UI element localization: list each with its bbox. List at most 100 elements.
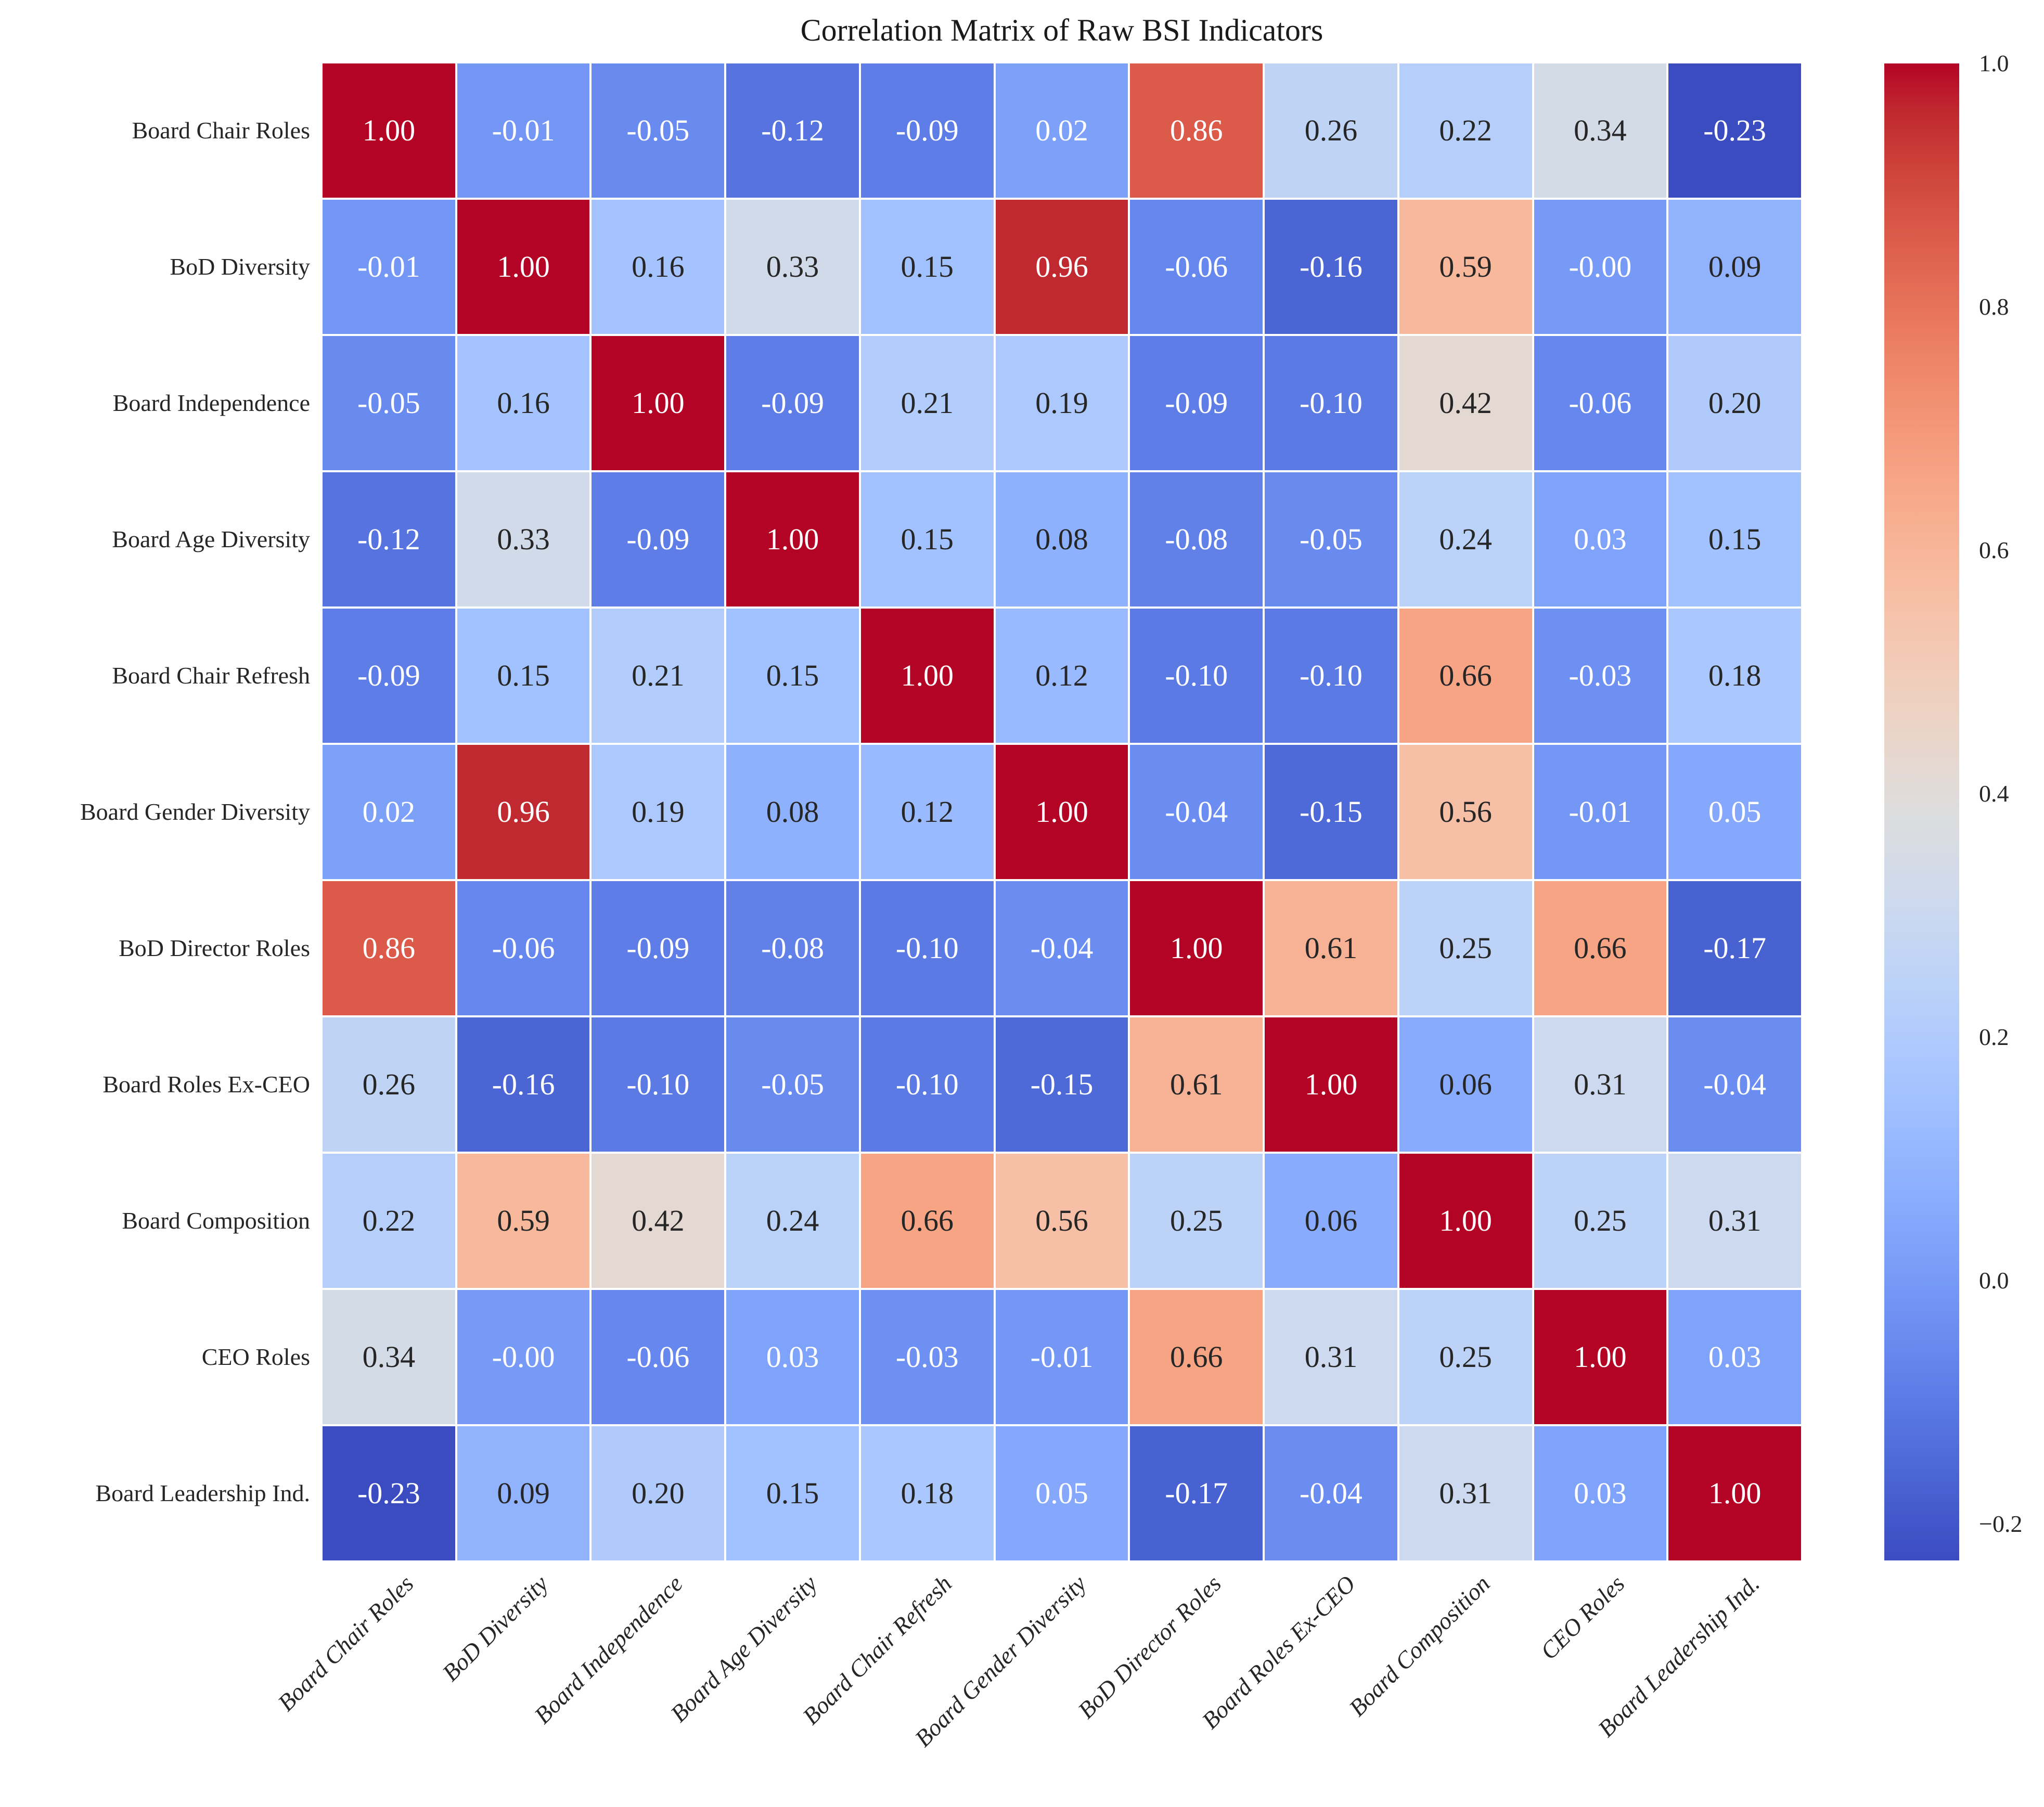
heatmap-cell: 0.42 <box>1399 336 1532 470</box>
heatmap-cell: -0.05 <box>1265 472 1397 606</box>
colorbar-tick-label: 0.2 <box>1979 1023 2009 1050</box>
heatmap-cell: -0.01 <box>995 1290 1128 1424</box>
heatmap-cell: -0.17 <box>1130 1426 1263 1560</box>
heatmap-cell: 0.18 <box>860 1426 994 1560</box>
heatmap-cell: 0.03 <box>1668 1290 1801 1424</box>
heatmap-cell: -0.09 <box>860 63 994 198</box>
heatmap-cell: 0.61 <box>1265 881 1397 1015</box>
heatmap-cell: 0.05 <box>1668 745 1801 879</box>
heatmap-cell: -0.10 <box>1265 336 1397 470</box>
heatmap-cell: 0.61 <box>1130 1017 1263 1152</box>
heatmap-cell: -0.08 <box>726 881 859 1015</box>
heatmap-cell: 0.15 <box>457 609 590 743</box>
heatmap-cell: 0.42 <box>592 1154 725 1288</box>
heatmap-cell: 0.08 <box>995 472 1128 606</box>
heatmap-cell: -0.12 <box>323 472 455 606</box>
y-axis-label: Board Chair Roles <box>132 117 310 144</box>
heatmap-cell: -0.01 <box>323 200 455 334</box>
heatmap-cell: -0.10 <box>860 881 994 1015</box>
colorbar-tick-label: 0.4 <box>1979 780 2009 807</box>
heatmap-cell: 0.31 <box>1534 1017 1667 1152</box>
colorbar-tick-label: −0.2 <box>1979 1510 2023 1537</box>
heatmap-cell: 0.31 <box>1399 1426 1532 1560</box>
heatmap-cell: -0.05 <box>592 63 725 198</box>
heatmap-cell: 0.33 <box>457 472 590 606</box>
heatmap-cell: 0.22 <box>1399 63 1532 198</box>
x-axis-label: BoD Diversity <box>436 1570 553 1686</box>
heatmap-cell: 0.21 <box>860 336 994 470</box>
heatmap-cell: 0.19 <box>592 745 725 879</box>
heatmap-cell: -0.04 <box>1668 1017 1801 1152</box>
heatmap-cell: -0.08 <box>1130 472 1263 606</box>
heatmap-cell: 0.66 <box>1130 1290 1263 1424</box>
x-axis-label: Board Age Diversity <box>665 1570 822 1727</box>
heatmap-cell: 0.12 <box>860 745 994 879</box>
heatmap-cell: -0.10 <box>592 1017 725 1152</box>
heatmap-cell: 1.00 <box>1534 1290 1667 1424</box>
heatmap-cell: 0.09 <box>1668 200 1801 334</box>
heatmap-cell: -0.23 <box>323 1426 455 1560</box>
heatmap-cell: 0.12 <box>995 609 1128 743</box>
heatmap-cell: 1.00 <box>1668 1426 1801 1560</box>
heatmap-cell: -0.09 <box>1130 336 1263 470</box>
heatmap-cell: -0.04 <box>1130 745 1263 879</box>
colorbar-tick-label: 0.8 <box>1979 293 2009 320</box>
heatmap-cell: -0.04 <box>1265 1426 1397 1560</box>
heatmap-cell: 0.96 <box>995 200 1128 334</box>
heatmap-cell: 0.86 <box>1130 63 1263 198</box>
heatmap-cell: -0.01 <box>457 63 590 198</box>
heatmap-cell: 0.06 <box>1399 1017 1532 1152</box>
heatmap-cell: 0.25 <box>1399 881 1532 1015</box>
heatmap-cell: 0.24 <box>1399 472 1532 606</box>
heatmap-cell: 1.00 <box>457 200 590 334</box>
y-axis-label: BoD Director Roles <box>119 935 310 961</box>
heatmap-cell: -0.05 <box>726 1017 859 1152</box>
heatmap-cell: 1.00 <box>323 63 455 198</box>
heatmap-cell: 1.00 <box>592 336 725 470</box>
heatmap-cell: 0.02 <box>323 745 455 879</box>
heatmap-cell: 0.56 <box>1399 745 1532 879</box>
heatmap-cell: 0.59 <box>1399 200 1532 334</box>
heatmap-cell: 0.21 <box>592 609 725 743</box>
heatmap-cell: 0.20 <box>592 1426 725 1560</box>
heatmap-cell: 0.08 <box>726 745 859 879</box>
heatmap-cell: 0.06 <box>1265 1154 1397 1288</box>
heatmap-cell: -0.06 <box>1534 336 1667 470</box>
x-axis-label: Board Chair Refresh <box>797 1570 957 1730</box>
heatmap-cell: 0.15 <box>860 200 994 334</box>
heatmap-cell: 0.24 <box>726 1154 859 1288</box>
heatmap-cell: -0.15 <box>995 1017 1128 1152</box>
heatmap-cell: 1.00 <box>995 745 1128 879</box>
colorbar-tick-label: 0.0 <box>1979 1267 2009 1294</box>
colorbar <box>1884 63 1959 1560</box>
heatmap-cell: 1.00 <box>1130 881 1263 1015</box>
heatmap-cell: -0.10 <box>1130 609 1263 743</box>
heatmap-cell: -0.10 <box>1265 609 1397 743</box>
heatmap-cell: 0.31 <box>1668 1154 1801 1288</box>
heatmap-cell: 0.86 <box>323 881 455 1015</box>
heatmap-cell: -0.10 <box>860 1017 994 1152</box>
heatmap-cell: -0.00 <box>1534 200 1667 334</box>
heatmap-cell: 0.22 <box>323 1154 455 1288</box>
x-axis-label: BoD Director Roles <box>1072 1570 1226 1724</box>
heatmap-cell: 0.15 <box>860 472 994 606</box>
y-axis-label: Board Roles Ex-CEO <box>102 1071 310 1098</box>
heatmap-cell: -0.03 <box>860 1290 994 1424</box>
heatmap-cell: 0.56 <box>995 1154 1128 1288</box>
heatmap-cell: 1.00 <box>1399 1154 1532 1288</box>
heatmap-cell: -0.09 <box>323 609 455 743</box>
heatmap-cell: 0.15 <box>726 609 859 743</box>
heatmap-cell: 0.16 <box>457 336 590 470</box>
x-axis-label: Board Independence <box>529 1570 688 1729</box>
heatmap-cell: -0.06 <box>592 1290 725 1424</box>
heatmap-cell: -0.03 <box>1534 609 1667 743</box>
heatmap-cell: 0.26 <box>323 1017 455 1152</box>
heatmap-cell: 1.00 <box>726 472 859 606</box>
heatmap-cell: -0.05 <box>323 336 455 470</box>
heatmap-cell: 0.34 <box>323 1290 455 1424</box>
y-axis-label: CEO Roles <box>201 1344 310 1370</box>
y-axis-label: Board Leadership Ind. <box>95 1480 310 1506</box>
heatmap-cell: 0.19 <box>995 336 1128 470</box>
y-axis-label: Board Chair Refresh <box>112 662 310 689</box>
heatmap-cell: -0.16 <box>457 1017 590 1152</box>
